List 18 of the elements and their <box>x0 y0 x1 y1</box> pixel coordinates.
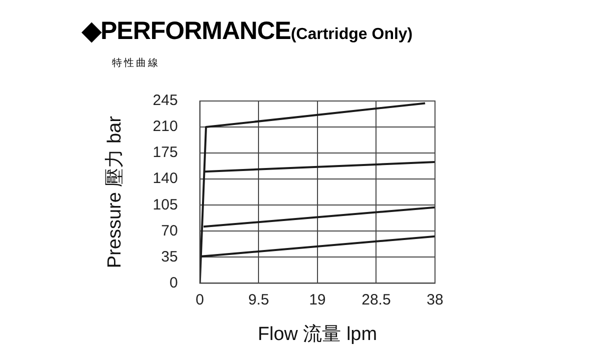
y-tick-label: 35 <box>161 248 178 266</box>
chart-subtitle: (Cartridge Only) <box>290 26 413 43</box>
y-tick-label: 0 <box>169 274 178 292</box>
y-tick-label: 140 <box>152 170 178 188</box>
text: 特性曲線 <box>112 56 160 70</box>
y-tick-label: 70 <box>161 222 178 240</box>
x-tick-label: 28.5 <box>362 291 391 308</box>
x-tick-label: 9.5 <box>248 291 270 308</box>
chart-title: ◆PERFORMANCE <box>82 17 291 45</box>
y-axis-title: Pressure 壓力 bar <box>104 115 126 268</box>
x-tick-label: 38 <box>426 291 444 308</box>
y-tick-label: 210 <box>152 118 178 136</box>
x-axis-title: Flow 流量 lpm <box>258 322 378 345</box>
y-tick-label: 105 <box>152 196 178 214</box>
y-tick-label: 175 <box>152 144 178 162</box>
x-tick-label: 19 <box>309 291 326 308</box>
x-tick-label: 0 <box>196 291 204 308</box>
y-tick-label: 245 <box>152 92 178 110</box>
